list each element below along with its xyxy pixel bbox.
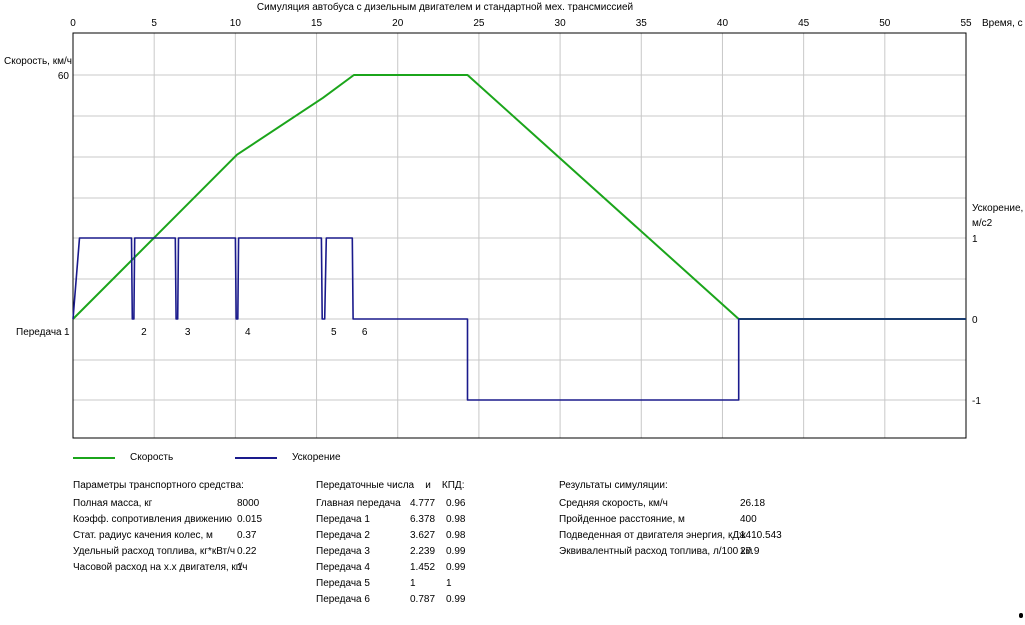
gear-ratio-ratio: 2.239 [410, 546, 436, 557]
gear-ratio-ratio: 6.378 [410, 514, 436, 525]
x-tick-label: 5 [151, 18, 157, 29]
x-tick-labels: 0 5 10 15 20 25 30 35 40 45 50 55 [70, 18, 972, 29]
result-label: Пройденное расстояние, м [559, 514, 685, 525]
result-label: Подведенная от двигателя энергия, кДж [559, 530, 746, 541]
gear-ratios-panel: Передаточные числа и КПД: Главная переда… [316, 480, 536, 625]
x-tick-label: 50 [879, 18, 891, 29]
plot-frame [72, 32, 967, 439]
x-tick-label: 15 [311, 18, 323, 29]
vehicle-param-label: Удельный расход топлива, кг*кВт/ч [73, 546, 236, 557]
gear-marker-5: 5 [331, 327, 337, 338]
chart-title: Симуляция автобуса с дизельным двигателе… [257, 1, 633, 13]
legend: Скорость Ускорение [73, 450, 473, 466]
right-axis-label-line1: Ускорение, [972, 203, 1023, 214]
x-tick-label: 30 [555, 18, 567, 29]
vehicle-param-label: Часовой расход на х.х двигателя, кг/ч [73, 562, 248, 573]
result-label: Эквивалентный расход топлива, л/100 км [559, 546, 753, 557]
gear-ratio-ratio: 0.787 [410, 594, 436, 605]
x-tick-label: 20 [392, 18, 404, 29]
results-panel: Результаты симуляции: Средняя скорость, … [559, 480, 859, 570]
gear-ratio-ratio: 1 [410, 578, 416, 589]
vehicle-params-panel: Параметры транспортного средства: Полная… [73, 480, 313, 580]
vehicle-param-value: 0.015 [237, 514, 263, 525]
result-value: 27.9 [740, 546, 760, 557]
legend-speed-swatch [73, 457, 115, 459]
vehicle-param-label: Стат. радиус качения колес, м [73, 530, 213, 541]
results-title: Результаты симуляции: [559, 480, 668, 491]
accel-tick-label: 0 [972, 315, 978, 326]
gear-marker-1: 1 [64, 327, 70, 338]
accel-tick-label: -1 [972, 396, 981, 407]
x-axis-label: Время, с [982, 18, 1023, 29]
vehicle-param-label: Коэфф. сопротивления движению [73, 514, 233, 525]
corner-mark [1019, 613, 1023, 618]
gear-ratio-eff: 0.99 [446, 562, 466, 573]
gear-ratio-label: Главная передача [316, 498, 401, 509]
gear-ratio-label: Передача 1 [316, 514, 370, 525]
legend-accel-label: Ускорение [292, 452, 341, 463]
gear-ratio-eff: 0.99 [446, 546, 466, 557]
x-tick-label: 45 [798, 18, 810, 29]
result-value: 26.18 [740, 498, 766, 509]
result-label: Средняя скорость, км/ч [559, 498, 668, 509]
x-tick-label: 55 [960, 18, 972, 29]
vehicle-param-value: 0.37 [237, 530, 257, 541]
speed-series-line [72, 74, 966, 320]
gear-ratio-eff: 0.96 [446, 498, 466, 509]
simulation-chart: Симуляция автобуса с дизельным двигателе… [4, 1, 1023, 439]
gear-marker-4: 4 [245, 327, 251, 338]
x-tick-label: 40 [717, 18, 729, 29]
accel-tick-labels: 1 0 -1 [972, 234, 981, 407]
x-tick-label: 0 [70, 18, 76, 29]
gear-markers: 1 2 3 4 5 6 [64, 327, 368, 338]
vehicle-params-title: Параметры транспортного средства: [73, 480, 244, 491]
x-tick-label: 35 [636, 18, 648, 29]
gear-ratio-eff: 0.98 [446, 530, 466, 541]
gear-ratio-ratio: 4.777 [410, 498, 436, 509]
gear-marker-2: 2 [141, 327, 147, 338]
gear-ratio-label: Передача 6 [316, 594, 370, 605]
speed-tick-label: 60 [58, 71, 70, 82]
gear-label: Передача [16, 327, 62, 338]
speed-tick-labels: 60 [58, 71, 70, 82]
x-tick-label: 10 [230, 18, 242, 29]
gear-ratio-label: Передача 2 [316, 530, 370, 541]
gear-marker-6: 6 [362, 327, 368, 338]
gear-ratio-ratio: 3.627 [410, 530, 436, 541]
gear-ratios-title: Передаточные числа и КПД: [316, 480, 465, 491]
vehicle-param-value: 1 [237, 562, 243, 573]
gear-ratio-ratio: 1.452 [410, 562, 436, 573]
chart-grid [73, 33, 966, 438]
gear-ratio-eff: 0.98 [446, 514, 466, 525]
result-value: 400 [740, 514, 757, 525]
left-axis-label: Скорость, км/ч [4, 56, 72, 67]
gear-ratio-label: Передача 5 [316, 578, 370, 589]
gear-ratio-eff: 0.99 [446, 594, 466, 605]
legend-accel-swatch [235, 457, 277, 459]
vehicle-param-value: 0.22 [237, 546, 257, 557]
vehicle-param-value: 8000 [237, 498, 260, 509]
x-tick-label: 25 [473, 18, 485, 29]
result-value: 1410.543 [740, 530, 782, 541]
gear-ratio-label: Передача 3 [316, 546, 370, 557]
legend-speed-label: Скорость [130, 452, 174, 463]
vehicle-param-label: Полная масса, кг [73, 498, 153, 509]
gear-ratio-label: Передача 4 [316, 562, 370, 573]
chart-series [72, 74, 966, 401]
gear-marker-3: 3 [185, 327, 191, 338]
right-axis-label-line2: м/с2 [972, 218, 993, 229]
acceleration-series-line [72, 237, 966, 401]
accel-tick-label: 1 [972, 234, 978, 245]
gear-ratio-eff: 1 [446, 578, 452, 589]
